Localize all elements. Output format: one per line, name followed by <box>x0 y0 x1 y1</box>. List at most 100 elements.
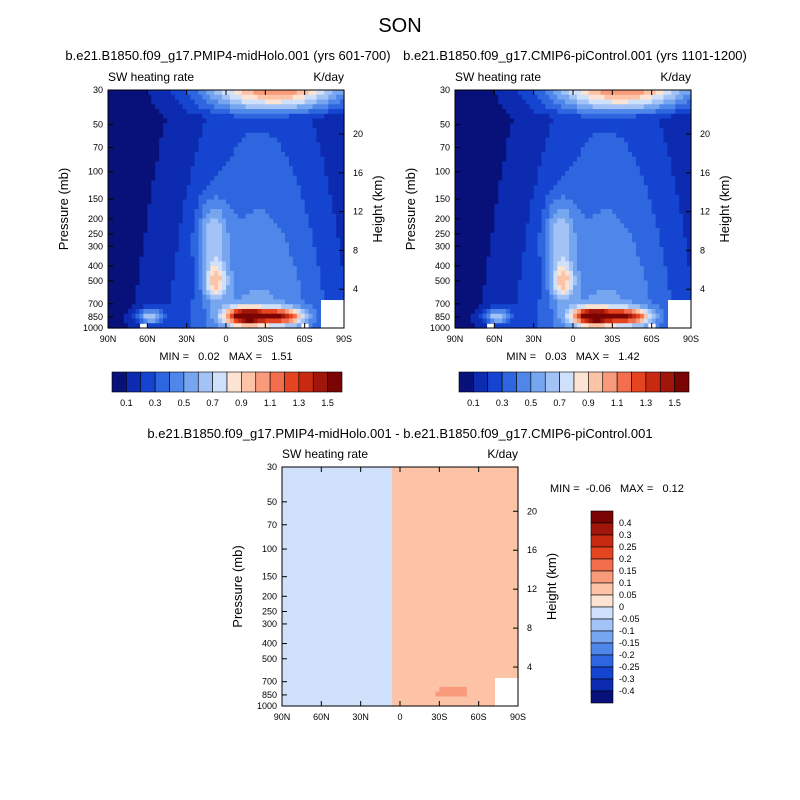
contour-cell <box>206 323 211 329</box>
contour-cell <box>143 128 148 134</box>
contour-cell <box>111 218 117 224</box>
contour-cell <box>143 285 148 291</box>
contour-cell <box>324 99 329 105</box>
contour-cell <box>510 147 515 153</box>
contour-cell <box>324 123 329 129</box>
contour-cell <box>596 228 602 234</box>
contour-cell <box>277 237 282 243</box>
contour-cell <box>182 313 188 320</box>
contour-cell <box>316 266 321 272</box>
contour-cell <box>143 266 148 272</box>
contour-cell <box>592 175 598 182</box>
contour-cell <box>257 90 262 96</box>
contour-cell <box>320 90 325 96</box>
contour-cell <box>553 151 558 158</box>
contour-cell <box>600 99 606 105</box>
contour-cell <box>186 308 192 315</box>
contour-cell <box>557 175 562 182</box>
contour-cell <box>143 132 148 139</box>
contour-cell <box>494 180 499 186</box>
contour-cell <box>261 189 266 196</box>
colorbar-label: 1.5 <box>321 398 334 408</box>
contour-cell <box>139 237 144 243</box>
contour-cell <box>163 256 168 262</box>
contour-cell <box>470 223 476 229</box>
contour-cell <box>214 132 219 139</box>
contour-cell <box>328 199 333 205</box>
contour-cell <box>569 299 574 305</box>
contour-cell <box>510 218 515 224</box>
contour-cell <box>198 228 203 234</box>
contour-cell <box>194 113 200 120</box>
contour-cell <box>273 318 278 324</box>
contour-cell <box>553 261 558 267</box>
contour-cell <box>261 256 266 262</box>
contour-cell <box>261 104 266 110</box>
contour-cell <box>194 118 200 124</box>
contour-cell <box>182 185 188 191</box>
contour-cell <box>206 170 211 177</box>
contour-cell <box>170 251 176 258</box>
contour-cell <box>155 280 160 286</box>
contour-cell <box>194 189 200 196</box>
contour-cell <box>573 256 578 262</box>
contour-cell <box>249 109 255 115</box>
contour-cell <box>265 299 270 305</box>
contour-cell <box>533 285 539 291</box>
contour-cell <box>119 242 125 248</box>
contour-cell <box>328 128 333 134</box>
contour-cell <box>490 209 495 215</box>
contour-cell <box>584 242 590 248</box>
contour-cell <box>233 318 239 324</box>
contour-cell <box>285 199 290 205</box>
contour-cell <box>229 256 235 262</box>
contour-cell <box>340 218 345 224</box>
contour-cell <box>265 161 270 167</box>
contour-cell <box>514 166 519 172</box>
contour-cell <box>174 228 180 234</box>
contour-cell <box>565 109 570 115</box>
contour-cell <box>328 285 333 291</box>
contour-cell <box>202 280 207 286</box>
contour-cell <box>194 323 200 329</box>
contour-cell <box>561 113 566 120</box>
contour-cell <box>592 294 598 301</box>
contour-cell <box>576 161 582 167</box>
contour-cell <box>506 104 511 110</box>
contour-cell <box>482 228 488 234</box>
contour-cell <box>490 128 495 134</box>
contour-cell <box>521 90 527 96</box>
contour-cell <box>600 232 606 239</box>
contour-cell <box>553 218 558 224</box>
contour-cell <box>466 128 472 134</box>
contour-cell <box>470 299 476 305</box>
colorbar-label: 0.3 <box>149 398 162 408</box>
contour-cell <box>111 151 117 158</box>
contour-cell <box>269 189 274 196</box>
contour-cell <box>190 166 196 172</box>
contour-cell <box>206 275 211 281</box>
contour-cell <box>269 232 274 239</box>
contour-cell <box>174 275 180 281</box>
contour-cell <box>474 189 480 196</box>
contour-cell <box>557 313 562 320</box>
contour-cell <box>163 123 168 129</box>
contour-cell <box>155 189 160 196</box>
contour-cell <box>455 109 460 115</box>
contour-cell <box>565 123 570 129</box>
contour-cell <box>194 247 200 253</box>
contour-cell <box>565 308 570 315</box>
contour-cell <box>206 247 211 253</box>
contour-cell <box>458 166 464 172</box>
contour-cell <box>455 285 460 291</box>
contour-cell <box>261 280 266 286</box>
contour-cell <box>490 275 495 281</box>
contour-cell <box>296 294 302 301</box>
contour-cell <box>462 270 468 277</box>
contour-cell <box>123 318 129 324</box>
contour-cell <box>135 285 141 291</box>
contour-cell <box>265 118 270 124</box>
contour-cell <box>229 313 235 320</box>
contour-cell <box>466 156 472 162</box>
contour-cell <box>194 251 200 258</box>
